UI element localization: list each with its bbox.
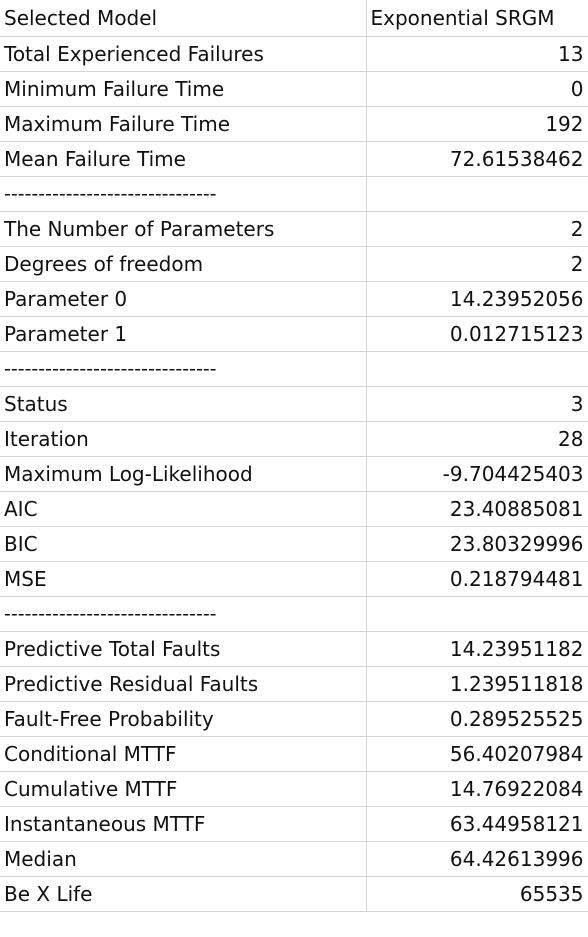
row-label-cell[interactable]: Cumulative MTTF — [0, 771, 367, 807]
row-label-cell[interactable]: Minimum Failure Time — [0, 71, 367, 107]
row-value-cell[interactable]: 63.44958121 — [366, 806, 588, 842]
row-value-cell[interactable]: 65535 — [366, 876, 588, 912]
row-value-cell[interactable]: 0.289525525 — [366, 701, 588, 737]
row-label-cell[interactable]: Predictive Total Faults — [0, 631, 367, 667]
separator-cell[interactable]: ------------------------------- — [0, 351, 367, 387]
sheet-row: Parameter 1 0.012715123 — [0, 316, 588, 352]
sheet-row: Status 3 — [0, 386, 588, 422]
sheet-row: Maximum Log-Likelihood -9.704425403 — [0, 456, 588, 492]
header-value-cell[interactable]: Exponential SRGM — [366, 0, 588, 37]
row-value-cell[interactable]: 28 — [366, 421, 588, 457]
row-value-cell[interactable]: 72.61538462 — [366, 141, 588, 177]
sheet-row: MSE 0.218794481 — [0, 561, 588, 597]
row-label-cell[interactable]: Instantaneous MTTF — [0, 806, 367, 842]
row-label-cell[interactable]: Iteration — [0, 421, 367, 457]
row-value-cell[interactable]: 56.40207984 — [366, 736, 588, 772]
sheet-row: Fault-Free Probability 0.289525525 — [0, 701, 588, 737]
row-label-cell[interactable]: Parameter 0 — [0, 281, 367, 317]
sheet-row: AIC 23.40885081 — [0, 491, 588, 527]
sheet-row: Parameter 0 14.23952056 — [0, 281, 588, 317]
header-label-cell[interactable]: Selected Model — [0, 0, 367, 37]
sheet-row: Degrees of freedom 2 — [0, 246, 588, 282]
sheet-row: Be X Life 65535 — [0, 876, 588, 912]
separator-cell[interactable]: ------------------------------- — [0, 596, 367, 632]
sheet-row-separator: ------------------------------- — [0, 351, 588, 387]
row-label-cell[interactable]: Maximum Failure Time — [0, 106, 367, 142]
row-value-cell[interactable]: 14.23952056 — [366, 281, 588, 317]
sheet-row: Mean Failure Time 72.61538462 — [0, 141, 588, 177]
row-label-cell[interactable]: Degrees of freedom — [0, 246, 367, 282]
row-label-cell[interactable]: The Number of Parameters — [0, 211, 367, 247]
row-label-cell[interactable]: Fault-Free Probability — [0, 701, 367, 737]
sheet-row: Cumulative MTTF 14.76922084 — [0, 771, 588, 807]
row-value-cell[interactable]: 23.40885081 — [366, 491, 588, 527]
row-label-cell[interactable]: Parameter 1 — [0, 316, 367, 352]
row-label-cell[interactable]: Status — [0, 386, 367, 422]
row-value-cell[interactable]: 2 — [366, 211, 588, 247]
row-label-cell[interactable]: Total Experienced Failures — [0, 36, 367, 72]
row-value-cell[interactable]: 3 — [366, 386, 588, 422]
sheet-row: Iteration 28 — [0, 421, 588, 457]
sheet-row: Maximum Failure Time 192 — [0, 106, 588, 142]
sheet-row: Conditional MTTF 56.40207984 — [0, 736, 588, 772]
row-label-cell[interactable]: BIC — [0, 526, 367, 562]
row-label-cell[interactable]: Median — [0, 841, 367, 877]
row-label-cell[interactable]: Mean Failure Time — [0, 141, 367, 177]
row-label-cell[interactable]: Conditional MTTF — [0, 736, 367, 772]
sheet-row-separator: ------------------------------- — [0, 596, 588, 632]
sheet-row: Predictive Residual Faults 1.239511818 — [0, 666, 588, 702]
results-sheet-body: Selected Model Exponential SRGM Total Ex… — [0, 0, 588, 912]
row-value-cell[interactable]: 14.23951182 — [366, 631, 588, 667]
row-value-cell[interactable]: 23.80329996 — [366, 526, 588, 562]
separator-empty-cell[interactable] — [366, 351, 588, 387]
row-value-cell[interactable]: 0 — [366, 71, 588, 107]
row-value-cell[interactable]: 14.76922084 — [366, 771, 588, 807]
sheet-row: Median 64.42613996 — [0, 841, 588, 877]
sheet-row: Instantaneous MTTF 63.44958121 — [0, 806, 588, 842]
sheet-row: Total Experienced Failures 13 — [0, 36, 588, 72]
sheet-row-header: Selected Model Exponential SRGM — [0, 0, 588, 37]
sheet-row: The Number of Parameters 2 — [0, 211, 588, 247]
row-label-cell[interactable]: Predictive Residual Faults — [0, 666, 367, 702]
row-value-cell[interactable]: 192 — [366, 106, 588, 142]
row-value-cell[interactable]: 1.239511818 — [366, 666, 588, 702]
row-value-cell[interactable]: 64.42613996 — [366, 841, 588, 877]
sheet-row-separator: ------------------------------- — [0, 176, 588, 212]
row-value-cell[interactable]: 13 — [366, 36, 588, 72]
separator-empty-cell[interactable] — [366, 596, 588, 632]
results-sheet: Selected Model Exponential SRGM Total Ex… — [0, 0, 588, 912]
row-value-cell[interactable]: 0.218794481 — [366, 561, 588, 597]
row-value-cell[interactable]: 2 — [366, 246, 588, 282]
row-value-cell[interactable]: -9.704425403 — [366, 456, 588, 492]
separator-empty-cell[interactable] — [366, 176, 588, 212]
sheet-row: BIC 23.80329996 — [0, 526, 588, 562]
sheet-row: Minimum Failure Time 0 — [0, 71, 588, 107]
row-label-cell[interactable]: AIC — [0, 491, 367, 527]
row-value-cell[interactable]: 0.012715123 — [366, 316, 588, 352]
separator-cell[interactable]: ------------------------------- — [0, 176, 367, 212]
row-label-cell[interactable]: Maximum Log-Likelihood — [0, 456, 367, 492]
row-label-cell[interactable]: Be X Life — [0, 876, 367, 912]
row-label-cell[interactable]: MSE — [0, 561, 367, 597]
sheet-row: Predictive Total Faults 14.23951182 — [0, 631, 588, 667]
